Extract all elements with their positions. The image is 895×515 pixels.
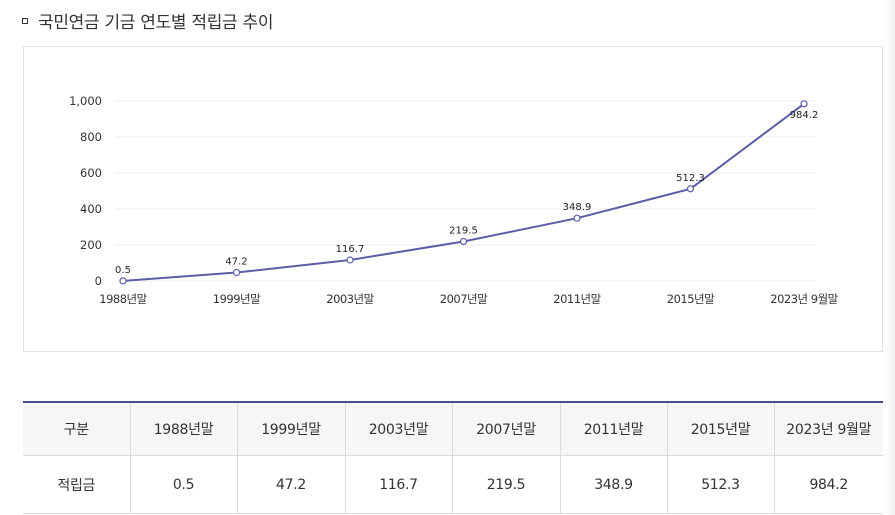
- data-point: [573, 214, 581, 222]
- x-tick-label: 2023년 9월말: [770, 292, 838, 306]
- data-point: [119, 277, 127, 285]
- table-cell: 984.2: [773, 455, 883, 514]
- table-cell: 219.5: [451, 455, 560, 514]
- data-label: 0.5: [115, 265, 131, 276]
- header-cell: 1988년말: [129, 402, 237, 456]
- data-point: [346, 256, 354, 264]
- data-label: 984.2: [790, 110, 819, 121]
- table-cell: 116.7: [344, 455, 452, 514]
- data-point: [686, 185, 695, 193]
- x-tick-label: 2011년말: [553, 292, 601, 306]
- chart-panel: 0 200 400 600 800 1,000 1988년말 1999년말 2003년말 2007…: [23, 46, 883, 352]
- table-row: 적립금 0.5 47.2 116.7 219.5 348.9 512.3 984…: [23, 455, 883, 514]
- header-cell: 구분: [23, 402, 130, 456]
- header-cell: 2007년말: [451, 402, 560, 456]
- data-point: [800, 100, 808, 108]
- table-cell: 512.3: [666, 455, 774, 514]
- table-cell: 47.2: [236, 455, 345, 514]
- section-header: 국민연금 기금 연도별 적립금 추이: [22, 8, 274, 33]
- data-label: 512.3: [676, 173, 705, 184]
- data-label: 47.2: [225, 257, 247, 268]
- data-point: [459, 237, 468, 246]
- header-cell: 2003년말: [344, 402, 452, 456]
- y-tick-label: 600: [80, 166, 102, 180]
- x-tick-label: 2007년말: [440, 292, 488, 306]
- y-tick-label: 200: [80, 238, 102, 252]
- data-label: 116.7: [336, 244, 365, 255]
- x-tick-label: 2015년말: [667, 292, 715, 306]
- header-cell: 2015년말: [666, 402, 774, 456]
- header-cell: 2011년말: [559, 402, 667, 456]
- table-cell: 0.5: [129, 455, 237, 514]
- header-cell: 1999년말: [236, 402, 345, 456]
- data-label: 219.5: [449, 225, 478, 236]
- series-line: [122, 103, 805, 282]
- square-bullet-icon: [22, 17, 28, 24]
- page-title: 국민연금 기금 연도별 적립금 추이: [38, 12, 274, 33]
- page-edge-shadow: [885, 0, 895, 515]
- data-label: 348.9: [563, 202, 592, 213]
- x-tick-label: 1988년말: [99, 292, 147, 306]
- data-point: [232, 268, 241, 277]
- x-tick-label: 1999년말: [213, 292, 261, 306]
- line-chart: 0 200 400 600 800 1,000 1988년말 1999년말 2003년말 2007…: [69, 94, 839, 306]
- y-tick-label: 800: [80, 130, 102, 144]
- header-cell: 2023년 9월말: [773, 402, 883, 456]
- y-tick-label: 0: [95, 274, 102, 288]
- y-tick-label: 400: [80, 202, 102, 216]
- data-table: 구분 1988년말 1999년말 2003년말 2007년말 2011년말 20…: [23, 401, 883, 514]
- x-tick-label: 2003년말: [326, 292, 374, 306]
- y-tick-label: 1,000: [69, 94, 102, 108]
- table-header-row: 구분 1988년말 1999년말 2003년말 2007년말 2011년말 20…: [23, 402, 883, 456]
- table-cell: 348.9: [559, 455, 667, 514]
- table-cell: 적립금: [23, 455, 130, 514]
